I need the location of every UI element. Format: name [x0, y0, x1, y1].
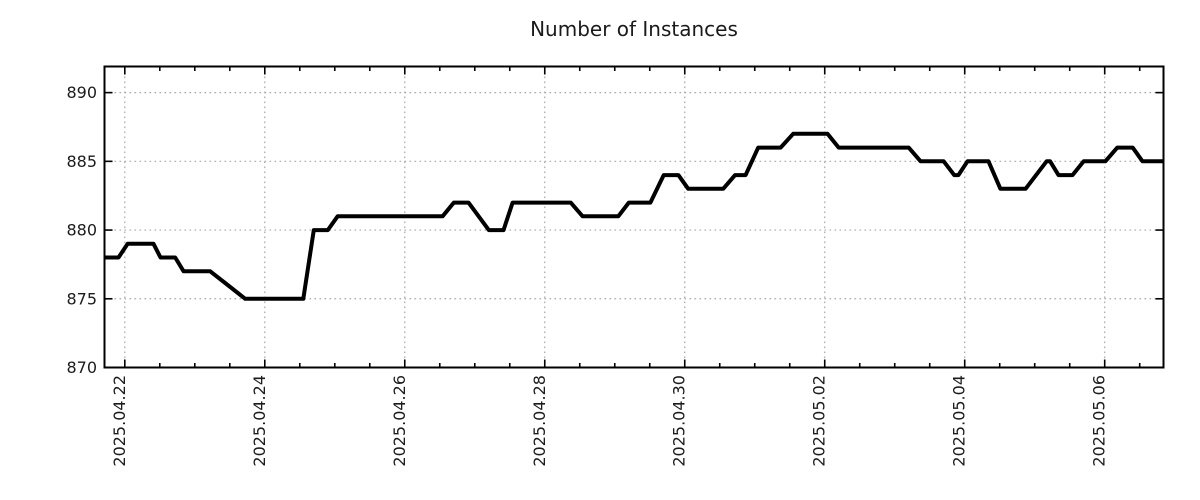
x-tick-label: 2025.04.30 [670, 375, 689, 467]
x-tick-label: 2025.04.26 [390, 375, 409, 467]
x-tick-label: 2025.04.24 [250, 375, 269, 467]
series-line [104, 131, 1164, 301]
x-tick-label: 2025.05.06 [1090, 375, 1109, 467]
y-tick-label: 875 [66, 289, 97, 308]
y-tick-label: 870 [66, 358, 97, 377]
x-tick-label: 2025.04.22 [110, 375, 129, 467]
x-tick-label: 2025.05.02 [810, 375, 829, 467]
x-tick-label: 2025.04.28 [530, 375, 549, 467]
y-tick-label: 890 [66, 83, 97, 102]
chart-title: Number of Instances [530, 17, 738, 41]
x-tick-label: 2025.05.04 [950, 375, 969, 467]
y-tick-label: 880 [66, 221, 97, 240]
plot-border [103, 65, 1165, 369]
y-tick-label: 885 [66, 152, 97, 171]
